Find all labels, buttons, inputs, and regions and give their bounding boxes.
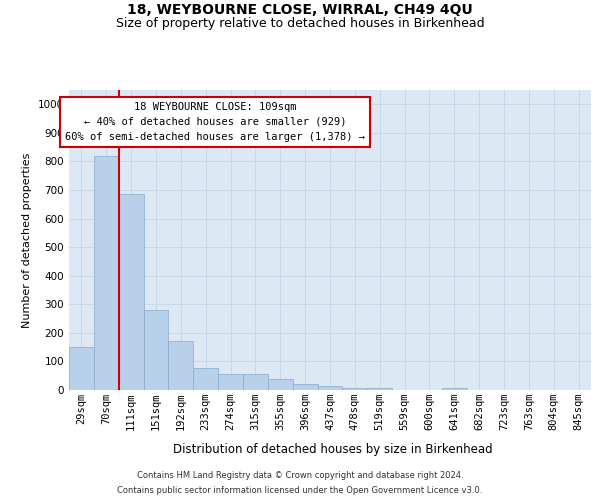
- Y-axis label: Number of detached properties: Number of detached properties: [22, 152, 32, 328]
- Bar: [193, 368, 218, 390]
- Bar: [343, 388, 367, 390]
- Bar: [367, 388, 392, 390]
- Text: Contains HM Land Registry data © Crown copyright and database right 2024.: Contains HM Land Registry data © Crown c…: [137, 471, 463, 480]
- Text: Size of property relative to detached houses in Birkenhead: Size of property relative to detached ho…: [116, 18, 484, 30]
- Text: 18 WEYBOURNE CLOSE: 109sqm
← 40% of detached houses are smaller (929)
60% of sem: 18 WEYBOURNE CLOSE: 109sqm ← 40% of deta…: [65, 102, 365, 142]
- Bar: [268, 378, 293, 390]
- Text: Contains public sector information licensed under the Open Government Licence v3: Contains public sector information licen…: [118, 486, 482, 495]
- Bar: [69, 347, 94, 390]
- Bar: [119, 194, 143, 390]
- Bar: [218, 374, 243, 390]
- Bar: [94, 156, 119, 390]
- Bar: [143, 310, 169, 390]
- Text: 18, WEYBOURNE CLOSE, WIRRAL, CH49 4QU: 18, WEYBOURNE CLOSE, WIRRAL, CH49 4QU: [127, 2, 473, 16]
- Bar: [442, 388, 467, 390]
- Bar: [169, 341, 193, 390]
- Text: Distribution of detached houses by size in Birkenhead: Distribution of detached houses by size …: [173, 442, 493, 456]
- Bar: [317, 386, 343, 390]
- Bar: [243, 374, 268, 390]
- Bar: [293, 384, 317, 390]
